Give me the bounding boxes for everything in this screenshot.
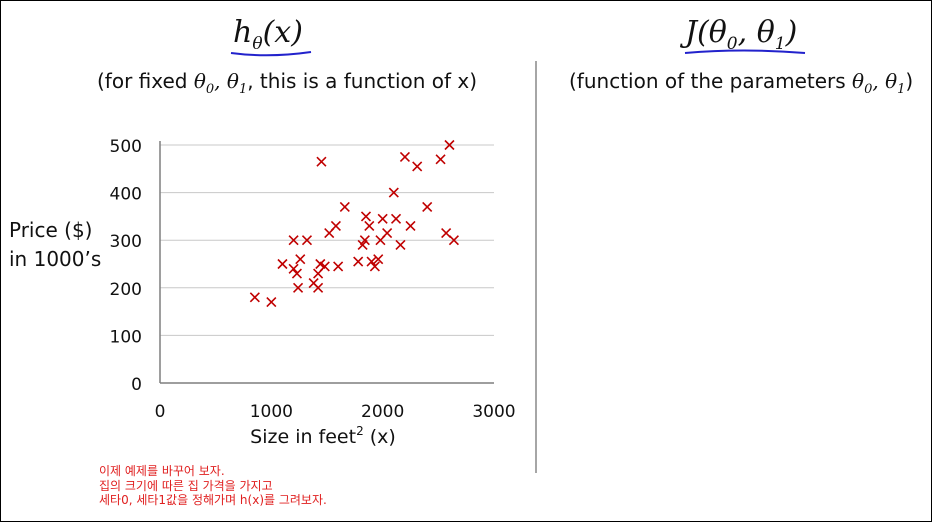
gridlines — [160, 144, 494, 336]
cost-function-underline — [684, 49, 806, 54]
data-point — [288, 235, 299, 246]
data-point — [435, 154, 446, 165]
y-tick-label: 500 — [110, 137, 142, 157]
data-point — [364, 220, 375, 231]
data-point — [288, 263, 299, 274]
y-axis-label-line2: in 1000’s — [9, 247, 102, 271]
data-point — [360, 211, 372, 222]
y-tick-label: 100 — [110, 327, 142, 347]
data-point — [369, 261, 380, 272]
data-point — [295, 254, 306, 265]
data-point — [339, 201, 350, 212]
data-point — [359, 235, 370, 246]
cost-function-subtitle: (function of the parameters θ0, θ1) — [569, 69, 914, 97]
theta-math: θ0, θ1 — [852, 69, 906, 97]
data-point — [319, 261, 330, 272]
theta-math: θ0, θ1 — [193, 69, 248, 97]
data-point — [266, 297, 277, 308]
y-tick-label: 200 — [110, 280, 142, 300]
x-axis-label: Size in feet2 (x) — [250, 424, 396, 446]
data-point — [366, 256, 377, 267]
hypothesis-subtitle: (for fixed θ0, θ1, this is a function of… — [97, 69, 478, 97]
y-axis-label-line1: Price ($) — [9, 218, 93, 242]
data-point — [390, 213, 402, 224]
y-tick-label: 0 — [131, 375, 142, 395]
data-point — [444, 139, 455, 151]
x-tick-label: 3000 — [472, 402, 515, 422]
x-tick-label: 2000 — [361, 402, 404, 422]
x-tick-label: 1000 — [250, 402, 293, 422]
scatter-chart: 0 100 200 300 400 500 0 1000 2000 3000 Size in fe… — [110, 137, 516, 446]
data-point — [412, 161, 423, 172]
data-points — [249, 139, 459, 308]
hypothesis-title: hθ(x) — [233, 15, 303, 54]
data-point — [313, 282, 324, 293]
data-point — [277, 258, 288, 270]
data-point — [377, 213, 388, 224]
data-point — [301, 235, 313, 246]
data-point — [388, 187, 399, 198]
data-point — [316, 156, 327, 167]
data-point — [330, 220, 341, 231]
y-tick-label: 400 — [110, 185, 142, 205]
data-point — [448, 235, 459, 246]
data-point — [353, 256, 364, 267]
panel-divider — [535, 61, 537, 473]
data-point — [422, 201, 433, 212]
note-line: 집의 크기에 따른 집 가격을 가지고 — [99, 478, 273, 493]
data-point — [373, 254, 384, 265]
hypothesis-underline — [230, 51, 312, 57]
tick-labels: 0 100 200 300 400 500 0 1000 2000 3000 — [110, 137, 516, 422]
data-point — [395, 239, 406, 251]
axes — [159, 141, 494, 384]
x-tick-label: 0 — [155, 402, 166, 422]
data-point — [382, 227, 393, 239]
cost-function-title: J(θ0, θ1) — [685, 15, 798, 54]
note-line: 세타0, 세타1값을 정해가며 h(x)를 그려보자. — [99, 493, 327, 507]
data-point — [399, 151, 410, 162]
y-tick-label: 300 — [110, 232, 142, 252]
data-point — [405, 220, 416, 231]
note-line: 이제 예제를 바꾸어 보자. — [99, 464, 225, 478]
data-point — [291, 268, 303, 279]
data-point — [249, 292, 260, 303]
annotation-note: 이제 예제를 바꾸어 보자. 집의 크기에 따른 집 가격을 가지고 세타0, … — [99, 464, 327, 508]
data-point — [333, 261, 344, 272]
data-point — [292, 282, 304, 293]
